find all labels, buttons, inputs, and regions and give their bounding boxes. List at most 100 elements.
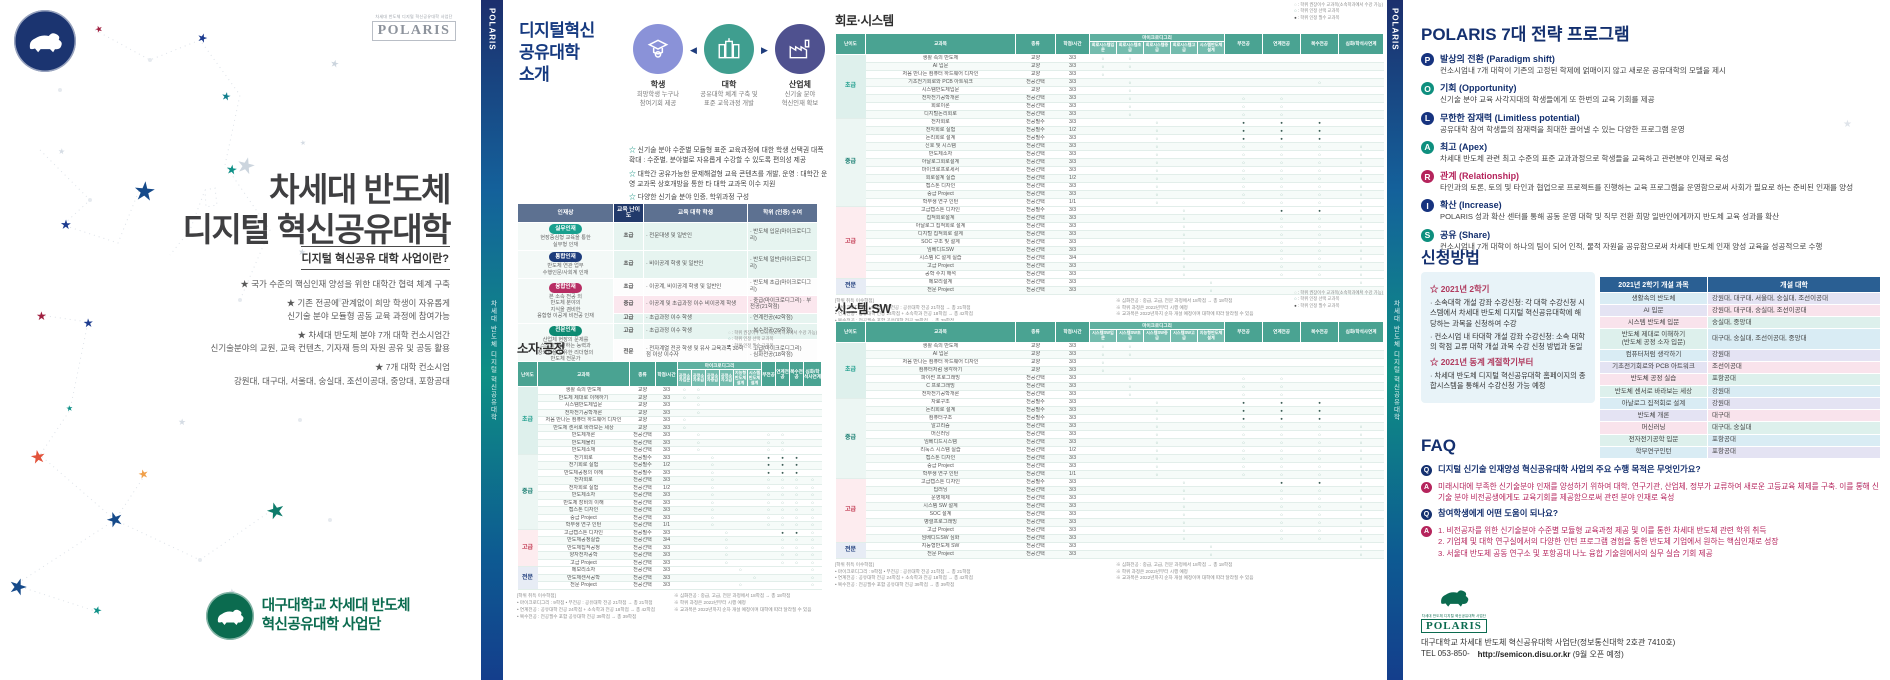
apply-title: 신청방법	[1421, 250, 1480, 267]
legend-line: ● : 학위 인정 필수 교과목	[728, 342, 774, 348]
course-name: 리눅스 시스템 실습	[865, 446, 1016, 455]
mark-cell	[1143, 62, 1171, 71]
course-type: 전공선택	[629, 536, 656, 545]
course-credit: 3/3	[1055, 534, 1090, 543]
mark-cell: ○	[1262, 430, 1301, 439]
mark-cell	[1224, 62, 1263, 71]
mark-cell	[1170, 550, 1198, 559]
mark-cell	[1089, 142, 1117, 151]
course-row: 처음 만나는 컴퓨터 하드웨어 디자인 교양 3/3 ○	[518, 416, 822, 425]
strategy-desc: 신기술 분야 교육 사각지대의 학생들에게 또 한번의 교육 기회를 제공	[1440, 95, 1655, 105]
mark-cell	[677, 506, 692, 515]
course-type: 전공선택	[1015, 142, 1056, 151]
mark-cell	[1116, 142, 1144, 151]
course-credit: 3/3	[655, 574, 678, 583]
course-row: 반도체집적공정 전공선택 3/3 ○ ○ ○ ○	[518, 544, 822, 553]
strategy-letter-badge: O	[1421, 82, 1434, 96]
course-row: 중급 Project 전공선택 3/3 ○ ○ ○ ○ ○	[836, 462, 1384, 471]
mark-cell: ○	[761, 431, 776, 440]
mark-cell	[747, 544, 762, 553]
footnote-line: ※ 학위 과정은 2022년부터 시행 예정	[674, 599, 746, 605]
star-decoration: ★	[65, 403, 74, 414]
mark-cell	[1197, 230, 1225, 239]
course-row: 캡스톤 디자인 전공선택 3/3 ○ ○ ○ ○ ○	[518, 506, 822, 515]
mark-cell: ○	[1170, 262, 1198, 271]
course-type: 전공필수	[1015, 406, 1056, 415]
mark-cell	[719, 566, 734, 575]
mark-cell	[677, 566, 692, 575]
mark-cell: ○	[1300, 526, 1339, 535]
mark-cell	[1197, 214, 1225, 223]
mark-cell	[1338, 414, 1384, 423]
open-course-name: 기초전기회로와 PCB 아트워크	[1599, 360, 1708, 374]
course-name: AI 입문	[865, 350, 1016, 359]
mark-cell: ○	[1262, 454, 1301, 463]
course-row: 운영체제 전공선택 3/3 ○ ○ ○ ○	[836, 494, 1384, 503]
mark-cell: ○	[775, 484, 790, 493]
mark-cell	[1089, 510, 1117, 519]
mark-cell	[747, 416, 762, 425]
mark-cell: ○	[775, 536, 790, 545]
open-course-universities: 포항공대	[1707, 372, 1881, 387]
course-row: 전자회로 실험 전공필수 1/2 ○ ● ● ●	[836, 126, 1384, 135]
mark-cell	[691, 491, 706, 500]
faq-line: 참여학생에게 어떤 도움이 되나요?	[1438, 508, 1558, 519]
course-name: SOC 구조 및 설계	[865, 238, 1016, 247]
mark-cell	[747, 581, 762, 590]
mark-cell	[1170, 134, 1198, 143]
course-credit: 3/3	[1055, 214, 1090, 223]
mark-cell	[719, 416, 734, 425]
mark-cell: ○	[1224, 454, 1263, 463]
open-course-universities: 강원대, 대구대, 서울대, 숭실대, 조선이공대	[1707, 291, 1881, 306]
mark-cell: ○	[1170, 238, 1198, 247]
mark-cell	[1224, 350, 1263, 359]
mark-cell	[1116, 462, 1144, 471]
open-course-universities: 강원대	[1707, 384, 1881, 399]
course-row: 파이썬 프로그래밍 전공선택 3/3 ○ ○ ○	[836, 374, 1384, 383]
mark-cell	[775, 566, 790, 575]
mark-cell: ○	[1116, 350, 1144, 359]
mark-cell: ○	[1089, 53, 1117, 63]
footnote-line: ※ 교과목은 2022년까지 순차 개설 예정이며 대학에 따라 달라질 수 있…	[674, 606, 812, 612]
star-decoration: ★	[177, 416, 187, 428]
mark-cell	[1170, 454, 1198, 463]
faq-q-item: Q 참여학생에게 어떤 도움이 되나요?	[1421, 508, 1881, 521]
mark-cell	[1338, 382, 1384, 391]
strategy-text: 최고 (Apex) 차세대 반도체 관련 최고 수준의 표준 교과과정으로 학생들…	[1440, 140, 1729, 164]
mark-cell	[1338, 397, 1384, 407]
mark-cell: ○	[1338, 454, 1384, 463]
mark-cell	[1197, 150, 1225, 159]
footer-url-link[interactable]: http://semicon.disu.or.kr	[1477, 650, 1571, 659]
mark-cell	[677, 514, 692, 523]
mark-cell: ○	[1300, 270, 1339, 279]
strategy-letter-badge: L	[1421, 111, 1434, 125]
mark-cell: ○	[1262, 494, 1301, 503]
course-type: 전공선택	[1015, 158, 1056, 167]
mark-cell	[1338, 366, 1384, 375]
course-credit: 3/3	[1055, 134, 1090, 143]
mark-cell: ○	[789, 521, 804, 530]
mark-cell: ○	[803, 536, 822, 545]
mark-cell	[775, 394, 790, 403]
mark-cell	[1089, 541, 1117, 551]
course-name: 전자회로 실험	[537, 484, 630, 493]
mark-cell: ○	[1143, 406, 1171, 415]
open-course-universities: 강원대, 대구대, 숭실대, 조선이공대	[1707, 304, 1881, 318]
mark-cell	[1197, 182, 1225, 191]
microdegree-col-header: 공정소자중급	[705, 369, 720, 388]
mark-cell: ○	[1116, 390, 1144, 399]
mark-cell	[1197, 62, 1225, 71]
open-courses-col-header: 개설 대학	[1707, 276, 1881, 293]
mark-cell: ○	[1197, 277, 1225, 287]
mark-cell	[803, 446, 822, 455]
mark-cell	[691, 581, 706, 590]
mark-cell	[1089, 406, 1117, 415]
mark-cell	[1116, 438, 1144, 447]
mark-cell: ○	[691, 409, 706, 418]
about-line: ★ 국가 수준의 핵심인재 양성을 위한 대학간 협력 체계 구축	[240, 279, 450, 289]
star-decoration: ★	[348, 377, 356, 386]
course-row: 전자회로 실험 전공선택 1/2 ○ ○ ○ ○ ○	[518, 484, 822, 493]
mark-cell: ○	[1300, 502, 1339, 511]
course-name: 반도체센서공학	[537, 574, 630, 583]
open-course-row: 아날로그 집적회로 설계 강원대	[1599, 397, 1881, 411]
